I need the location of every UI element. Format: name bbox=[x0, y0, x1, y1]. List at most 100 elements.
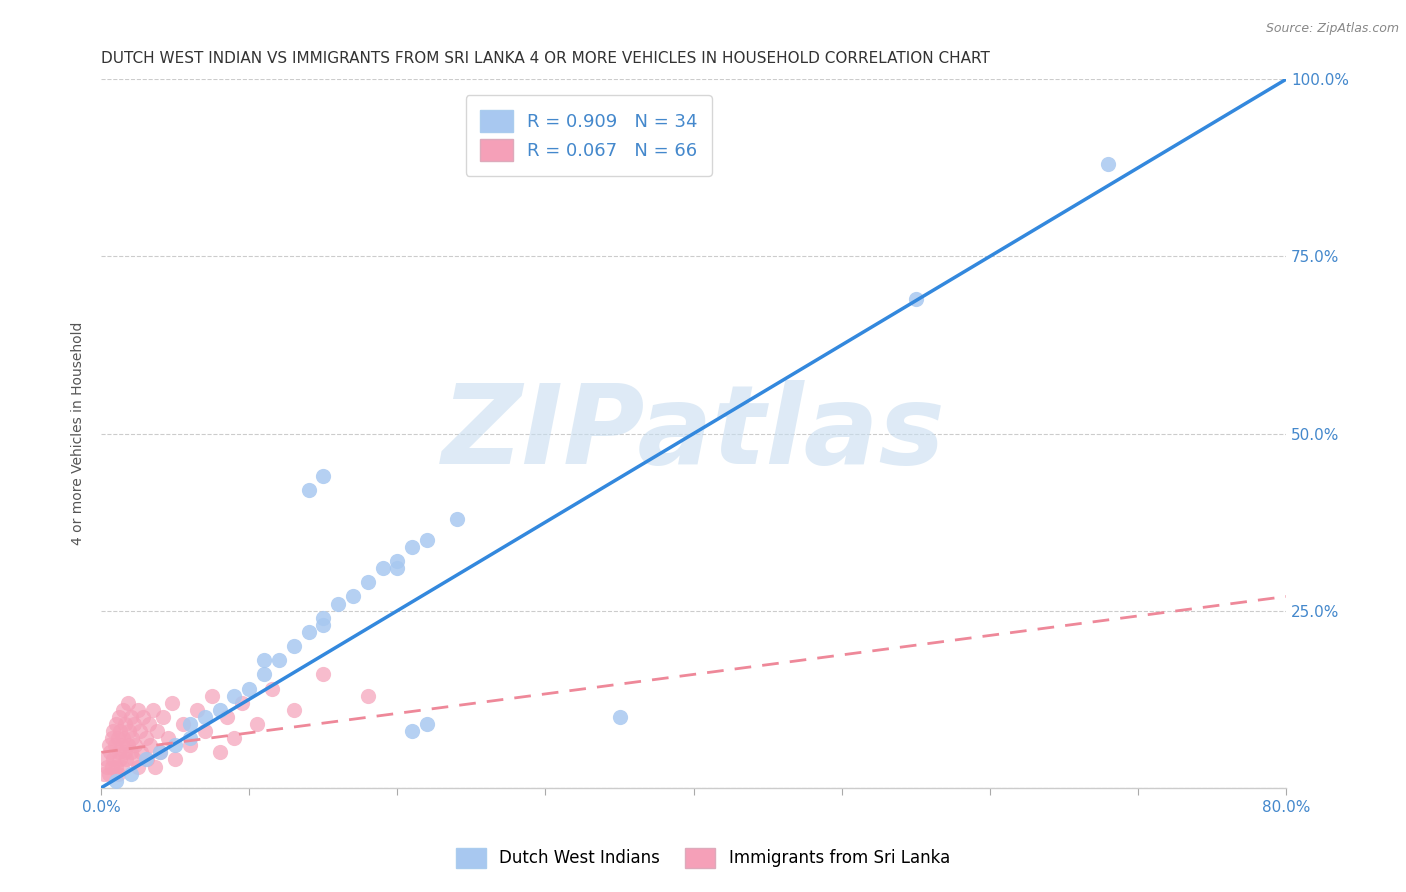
Point bbox=[149, 745, 172, 759]
Point bbox=[143, 759, 166, 773]
Point bbox=[401, 724, 423, 739]
Point bbox=[416, 533, 439, 547]
Y-axis label: 4 or more Vehicles in Household: 4 or more Vehicles in Household bbox=[72, 322, 86, 545]
Text: Source: ZipAtlas.com: Source: ZipAtlas.com bbox=[1265, 22, 1399, 36]
Point bbox=[114, 717, 136, 731]
Point bbox=[312, 469, 335, 483]
Point bbox=[201, 689, 224, 703]
Point bbox=[105, 717, 128, 731]
Point bbox=[127, 759, 149, 773]
Point bbox=[231, 696, 253, 710]
Point bbox=[108, 745, 131, 759]
Point bbox=[129, 745, 152, 759]
Point bbox=[357, 575, 380, 590]
Point bbox=[105, 773, 128, 788]
Point bbox=[142, 703, 165, 717]
Point bbox=[110, 724, 132, 739]
Point bbox=[108, 710, 131, 724]
Point bbox=[165, 738, 187, 752]
Point bbox=[253, 667, 276, 681]
Point bbox=[131, 710, 153, 724]
Point bbox=[297, 624, 319, 639]
Point bbox=[103, 738, 125, 752]
Point bbox=[224, 689, 246, 703]
Point bbox=[312, 611, 335, 625]
Point bbox=[120, 766, 142, 780]
Legend: R = 0.909   N = 34, R = 0.067   N = 66: R = 0.909 N = 34, R = 0.067 N = 66 bbox=[465, 95, 711, 176]
Point bbox=[179, 738, 201, 752]
Point bbox=[253, 653, 276, 667]
Point bbox=[312, 667, 335, 681]
Point bbox=[138, 717, 160, 731]
Point bbox=[97, 738, 120, 752]
Point bbox=[122, 717, 145, 731]
Point bbox=[246, 717, 269, 731]
Point bbox=[111, 738, 134, 752]
Point bbox=[93, 766, 115, 780]
Point bbox=[208, 745, 231, 759]
Point bbox=[357, 689, 380, 703]
Point bbox=[117, 696, 139, 710]
Point bbox=[122, 752, 145, 766]
Point bbox=[267, 653, 290, 667]
Point bbox=[152, 710, 174, 724]
Point bbox=[112, 731, 135, 746]
Point bbox=[342, 590, 364, 604]
Point bbox=[107, 731, 129, 746]
Point bbox=[100, 731, 122, 746]
Point bbox=[260, 681, 283, 696]
Point bbox=[328, 597, 350, 611]
Point bbox=[387, 554, 409, 568]
Point bbox=[401, 540, 423, 554]
Point bbox=[149, 745, 172, 759]
Point bbox=[194, 710, 217, 724]
Point bbox=[120, 745, 142, 759]
Point bbox=[156, 731, 179, 746]
Point bbox=[139, 738, 162, 752]
Point bbox=[609, 710, 631, 724]
Point bbox=[136, 752, 159, 766]
Point bbox=[115, 752, 138, 766]
Point bbox=[98, 745, 121, 759]
Point bbox=[101, 724, 124, 739]
Point bbox=[111, 759, 134, 773]
Point bbox=[194, 724, 217, 739]
Legend: Dutch West Indians, Immigrants from Sri Lanka: Dutch West Indians, Immigrants from Sri … bbox=[450, 841, 956, 875]
Point bbox=[100, 759, 122, 773]
Point bbox=[208, 703, 231, 717]
Point bbox=[283, 639, 305, 653]
Point bbox=[371, 561, 394, 575]
Point bbox=[162, 696, 184, 710]
Point bbox=[904, 292, 927, 306]
Point bbox=[124, 738, 146, 752]
Point bbox=[135, 731, 157, 746]
Point bbox=[107, 766, 129, 780]
Point bbox=[127, 703, 149, 717]
Point bbox=[117, 738, 139, 752]
Point bbox=[165, 752, 187, 766]
Point bbox=[120, 710, 142, 724]
Point bbox=[186, 703, 208, 717]
Point bbox=[238, 681, 260, 696]
Point bbox=[110, 752, 132, 766]
Point bbox=[416, 717, 439, 731]
Point bbox=[118, 724, 141, 739]
Point bbox=[446, 511, 468, 525]
Point bbox=[97, 766, 120, 780]
Point bbox=[135, 752, 157, 766]
Point bbox=[94, 752, 117, 766]
Point bbox=[297, 483, 319, 498]
Point bbox=[146, 724, 169, 739]
Point bbox=[283, 703, 305, 717]
Point bbox=[96, 759, 118, 773]
Text: ZIPatlas: ZIPatlas bbox=[441, 380, 945, 487]
Point bbox=[172, 717, 194, 731]
Point bbox=[128, 724, 150, 739]
Point bbox=[217, 710, 239, 724]
Point bbox=[105, 759, 128, 773]
Text: DUTCH WEST INDIAN VS IMMIGRANTS FROM SRI LANKA 4 OR MORE VEHICLES IN HOUSEHOLD C: DUTCH WEST INDIAN VS IMMIGRANTS FROM SRI… bbox=[101, 51, 990, 66]
Point bbox=[112, 703, 135, 717]
Point bbox=[179, 731, 201, 746]
Point bbox=[224, 731, 246, 746]
Point bbox=[387, 561, 409, 575]
